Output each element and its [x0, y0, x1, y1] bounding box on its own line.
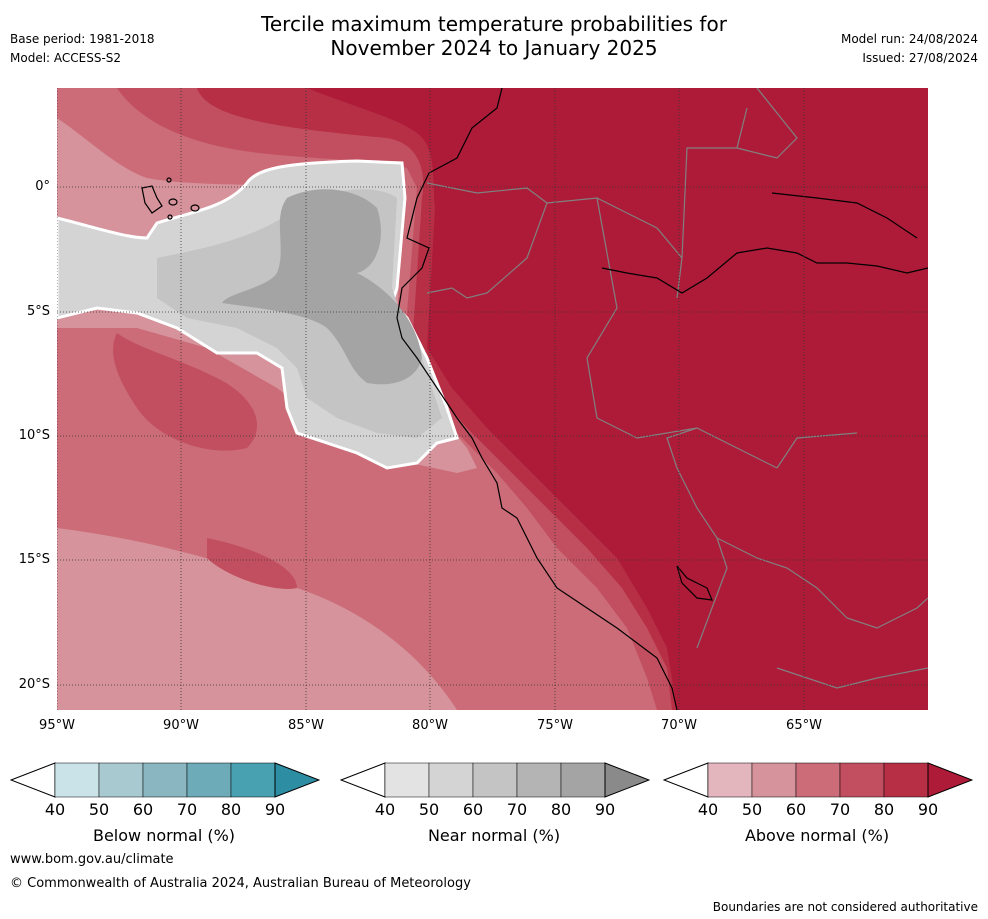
lake-titicaca	[676, 565, 713, 601]
near-normal-swatch-0	[384, 762, 430, 798]
model-name: Model: ACCESS-S2	[10, 51, 122, 65]
y-tick-0: 0°	[35, 179, 50, 194]
below-normal-swatch-2	[142, 762, 188, 798]
footer-url: www.bom.gov.au/climate	[10, 852, 174, 867]
below-normal-colorbar	[10, 762, 320, 798]
country-borders	[426, 87, 929, 689]
title-line-1: Tercile maximum temperature probabilitie…	[261, 12, 727, 36]
meta-left: Base period: 1981-2018 Model: ACCESS-S2	[10, 30, 155, 68]
footer-disclaimer: Boundaries are not considered authoritat…	[712, 900, 978, 914]
near-normal-tick-1: 50	[418, 800, 440, 819]
footer-copyright: © Commonwealth of Australia 2024, Austra…	[10, 876, 471, 891]
below-normal-tick-0: 40	[44, 800, 66, 819]
y-tick-3: 15°S	[18, 552, 50, 567]
issued-date: Issued: 27/08/2024	[862, 51, 978, 65]
above-normal-swatch-0	[707, 762, 753, 798]
above-normal-tick-5: 90	[917, 800, 939, 819]
below-normal-label: Below normal (%)	[92, 826, 236, 845]
near-normal-label: Near normal (%)	[427, 826, 561, 845]
x-tick-4: 75°W	[537, 718, 573, 733]
above-normal-label: Above normal (%)	[744, 826, 890, 845]
above-normal-swatch-2	[795, 762, 841, 798]
above-normal-swatch-3	[839, 762, 885, 798]
above-normal-tick-3: 70	[829, 800, 851, 819]
x-tick-1: 90°W	[163, 718, 199, 733]
x-tick-6: 65°W	[786, 718, 822, 733]
near-normal-tick-2: 60	[462, 800, 484, 819]
near-normal-swatch-1	[428, 762, 474, 798]
map-panel	[55, 87, 929, 711]
near-normal-arrow-high	[604, 762, 650, 798]
x-tick-2: 85°W	[288, 718, 324, 733]
above-normal-colorbar	[663, 762, 973, 798]
near-normal-swatch-4	[560, 762, 606, 798]
y-tick-1: 5°S	[26, 304, 50, 319]
above-normal-swatch-4	[883, 762, 929, 798]
x-tick-5: 70°W	[661, 718, 697, 733]
galapagos-islands	[141, 177, 200, 220]
y-tick-4: 20°S	[18, 677, 50, 692]
near-normal-arrow-low	[340, 762, 386, 798]
above-normal-tick-0: 40	[697, 800, 719, 819]
model-run: Model run: 24/08/2024	[840, 32, 978, 46]
base-period: Base period: 1981-2018	[10, 32, 155, 46]
near-normal-swatch-2	[472, 762, 518, 798]
amazon-river	[601, 192, 929, 294]
above-normal-50-south	[57, 528, 457, 710]
below-normal-tick-3: 70	[176, 800, 198, 819]
near-normal-tick-5: 90	[594, 800, 616, 819]
near-normal-swatch-3	[516, 762, 562, 798]
above-normal-tick-2: 60	[785, 800, 807, 819]
below-normal-arrow-high	[274, 762, 320, 798]
near-normal-tick-0: 40	[374, 800, 396, 819]
above-normal-arrow-high	[927, 762, 973, 798]
near-normal-tick-3: 70	[506, 800, 528, 819]
below-normal-arrow-low	[10, 762, 56, 798]
near-normal-tick-4: 80	[550, 800, 572, 819]
x-tick-3: 80°W	[412, 718, 448, 733]
probability-map	[55, 87, 929, 711]
coastline	[396, 87, 678, 711]
below-normal-swatch-0	[54, 762, 100, 798]
above-normal-70-patch	[113, 333, 257, 451]
near-normal-80-region	[222, 189, 422, 385]
below-normal-tick-5: 90	[264, 800, 286, 819]
below-normal-tick-2: 60	[132, 800, 154, 819]
map-gridlines	[56, 88, 928, 710]
above-normal-tick-4: 80	[873, 800, 895, 819]
near-normal-colorbar	[340, 762, 650, 798]
above-normal-70-patch-2	[207, 538, 297, 589]
below-normal-swatch-4	[230, 762, 276, 798]
meta-right: Model run: 24/08/2024 Issued: 27/08/2024	[841, 30, 978, 68]
above-normal-tick-1: 50	[741, 800, 763, 819]
below-normal-tick-1: 50	[88, 800, 110, 819]
above-normal-swatch-1	[751, 762, 797, 798]
below-normal-tick-4: 80	[220, 800, 242, 819]
below-normal-swatch-1	[98, 762, 144, 798]
y-tick-2: 10°S	[18, 428, 50, 443]
x-tick-0: 95°W	[39, 718, 75, 733]
title-line-2: November 2024 to January 2025	[330, 36, 658, 60]
below-normal-swatch-3	[186, 762, 232, 798]
chart-title: Tercile maximum temperature probabilitie…	[0, 12, 988, 60]
above-normal-arrow-low	[663, 762, 709, 798]
